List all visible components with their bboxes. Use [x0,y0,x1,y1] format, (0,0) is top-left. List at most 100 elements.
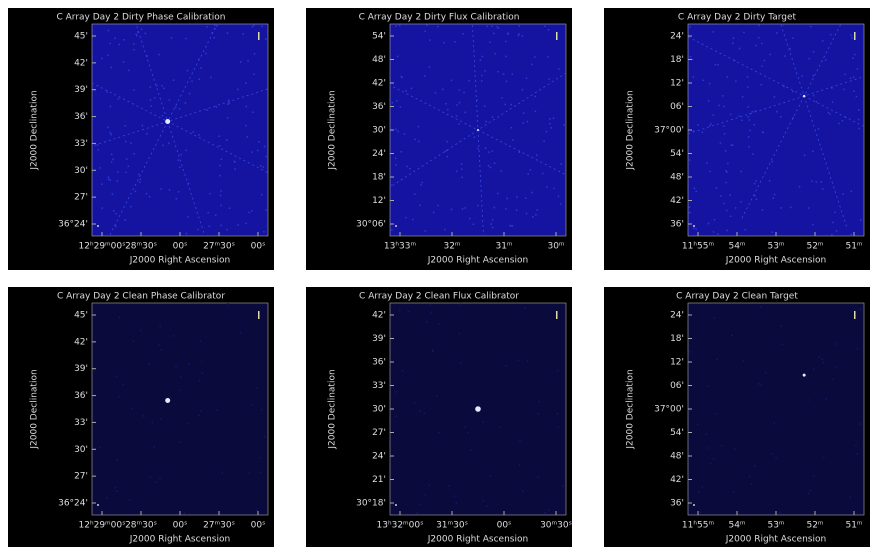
noise [432,351,434,353]
noise [490,475,492,477]
noise [474,137,476,139]
noise [843,89,845,91]
noise [507,198,509,200]
noise [180,377,182,379]
noise [198,78,200,80]
noise [247,60,249,62]
noise [548,29,550,31]
noise [758,25,760,27]
noise [178,159,180,161]
noise [724,133,726,135]
noise [146,193,148,195]
noise [436,395,438,397]
noise [414,402,416,404]
x-tick-label: 28ᵐ30ˢ [125,521,157,531]
noise [99,167,101,169]
y-tick-label: 33' [74,418,88,428]
noise [548,78,550,80]
noise [859,423,861,425]
noise [150,86,152,88]
noise [560,203,562,205]
noise [489,41,491,43]
noise [115,213,117,215]
noise [135,191,137,193]
noise [727,163,729,165]
noise [823,362,825,364]
noise [482,421,484,423]
noise [118,44,120,46]
noise [506,81,508,83]
noise [779,512,781,514]
y-tick-label: 54' [670,149,684,159]
noise [749,130,751,132]
noise [720,195,722,197]
noise [139,181,141,183]
noise [180,154,182,156]
source [165,119,170,124]
noise [131,408,133,410]
noise [395,164,397,166]
panel: C Array Day 2 Dirty Flux CalibrationJ200… [306,8,576,270]
noise [761,65,763,67]
y-axis-label: J2000 Declination [626,90,636,170]
noise [752,154,754,156]
source [803,95,805,97]
noise [220,205,222,207]
noise [399,25,401,27]
y-tick-label: 30' [74,166,88,176]
noise [813,75,815,77]
noise [522,122,524,124]
source [395,225,397,227]
noise [550,127,552,128]
noise [812,151,814,153]
y-tick-label: 12' [670,79,684,89]
panel-title: C Array Day 2 Dirty Flux Calibration [359,13,520,23]
noise [129,499,131,501]
noise [496,26,498,28]
noise [128,166,130,168]
noise [426,321,428,323]
noise [718,105,720,107]
noise [228,103,230,105]
noise [154,446,156,448]
noise [257,150,259,152]
y-tick-label: 18' [670,55,684,65]
noise [169,189,171,191]
noise [462,33,464,35]
noise [106,91,108,93]
noise [161,349,163,351]
noise [425,494,427,496]
noise [774,96,776,98]
noise [160,418,162,420]
noise [717,233,719,235]
noise [792,91,794,93]
noise [429,66,431,68]
noise [179,108,181,110]
noise [770,54,772,56]
noise [442,89,444,91]
noise [762,209,764,211]
y-tick-label: 24' [372,149,386,159]
y-tick-label: 06' [670,381,684,391]
noise [557,413,559,415]
image [92,24,268,236]
noise [391,229,393,231]
noise [748,136,750,138]
noise [136,35,138,37]
noise [690,56,692,58]
noise [99,446,101,448]
noise [486,505,488,507]
noise [109,179,111,181]
y-axis-label: J2000 Declination [626,369,636,449]
y-tick-label: 42' [372,311,386,321]
noise [133,340,135,342]
noise [823,457,825,459]
noise [227,303,229,305]
noise [445,151,447,153]
noise [220,225,222,227]
noise [549,118,551,120]
noise [438,324,440,326]
noise [816,101,818,103]
source [693,225,695,227]
noise [494,207,496,209]
